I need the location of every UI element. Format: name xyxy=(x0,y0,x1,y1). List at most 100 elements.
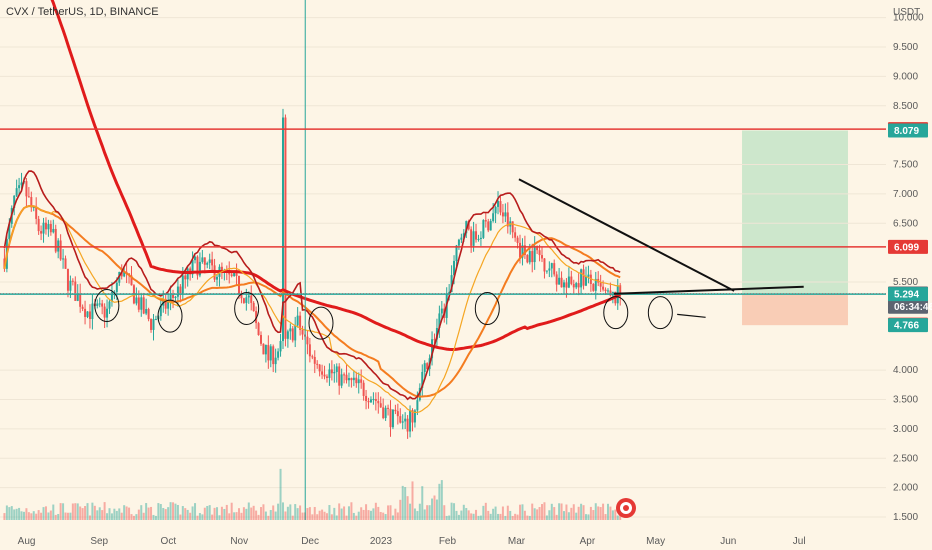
candle-body xyxy=(65,258,67,268)
candle-body xyxy=(551,263,553,268)
candle-body xyxy=(140,297,142,309)
volume-bar xyxy=(248,502,250,520)
volume-bar xyxy=(328,505,330,520)
candle-body xyxy=(519,243,521,258)
volume-bar xyxy=(133,516,135,520)
volume-bar xyxy=(355,516,357,520)
volume-bar xyxy=(165,509,167,520)
candle-body xyxy=(272,346,274,364)
volume-bar xyxy=(563,511,565,520)
candle-body xyxy=(116,283,118,292)
volume-bar xyxy=(433,496,435,520)
volume-bar xyxy=(189,513,191,520)
volume-bar xyxy=(612,510,614,520)
candle-body xyxy=(328,369,330,378)
volume-bar xyxy=(377,507,379,520)
volume-bar xyxy=(45,506,47,520)
volume-bar xyxy=(126,506,128,520)
candle-body xyxy=(365,396,367,401)
candle-body xyxy=(541,255,543,258)
volume-bar xyxy=(529,516,531,520)
candle-body xyxy=(492,213,494,221)
volume-bar xyxy=(414,508,416,520)
volume-bar xyxy=(111,513,113,520)
volume-bar xyxy=(109,508,111,520)
candle-body xyxy=(174,297,176,298)
volume-bar xyxy=(614,510,616,520)
candle-body xyxy=(548,268,550,270)
volume-bar xyxy=(94,506,96,520)
volume-bar xyxy=(583,505,585,520)
candle-body xyxy=(91,304,93,319)
candle-body xyxy=(343,374,345,375)
volume-bar xyxy=(477,516,479,520)
candle-body xyxy=(497,201,499,207)
target-zone[interactable] xyxy=(742,130,848,293)
candle-body xyxy=(297,316,299,326)
candle-body xyxy=(152,319,154,330)
stop-zone[interactable] xyxy=(742,293,848,325)
candle-body xyxy=(370,399,372,402)
volume-bar xyxy=(294,504,296,520)
volume-bar xyxy=(150,507,152,520)
candle-body xyxy=(397,411,399,416)
candle-body xyxy=(575,283,577,287)
volume-bar xyxy=(233,512,235,520)
volume-bar xyxy=(321,510,323,520)
volume-bar xyxy=(194,503,196,520)
candle-body xyxy=(314,357,316,364)
volume-bar xyxy=(416,511,418,520)
volume-bar xyxy=(556,515,558,520)
volume-bar xyxy=(177,505,179,520)
volume-bar xyxy=(116,511,118,520)
volume-bar xyxy=(138,510,140,520)
volume-bar xyxy=(470,513,472,520)
candle-body xyxy=(333,372,335,373)
volume-bar xyxy=(52,505,54,520)
volume-bar xyxy=(218,515,220,520)
volume-bar xyxy=(50,511,52,520)
volume-bar xyxy=(123,505,125,520)
candle-body xyxy=(206,263,208,265)
candle-body xyxy=(79,294,81,307)
candle-body xyxy=(517,238,519,243)
candle-body xyxy=(204,257,206,264)
candle-body xyxy=(302,330,304,335)
candle-body xyxy=(38,219,40,231)
candle-body xyxy=(231,274,233,276)
volume-bar xyxy=(346,516,348,520)
volume-bar xyxy=(67,513,69,520)
candle-body xyxy=(143,297,145,313)
volume-bar xyxy=(331,514,333,520)
candle-body xyxy=(363,383,365,396)
volume-bar xyxy=(526,516,528,520)
candle-body xyxy=(526,255,528,262)
candle-body xyxy=(216,277,218,280)
candle-body xyxy=(101,303,103,306)
volume-bar xyxy=(333,508,335,520)
candle-body xyxy=(292,328,294,340)
y-tick-label: 1.500 xyxy=(893,512,918,523)
volume-bar xyxy=(534,508,536,520)
volume-bar xyxy=(392,515,394,520)
candle-body xyxy=(578,283,580,287)
candle-body xyxy=(338,366,340,385)
candle-body xyxy=(289,328,291,331)
volume-bar xyxy=(341,509,343,520)
candle-body xyxy=(253,303,255,311)
volume-bar xyxy=(201,514,203,520)
volume-bar xyxy=(199,513,201,520)
candle-body xyxy=(67,269,69,291)
candle-body xyxy=(377,401,379,403)
volume-bar xyxy=(595,503,597,520)
volume-bar xyxy=(465,508,467,520)
volume-bar xyxy=(35,514,37,520)
candle-body xyxy=(150,319,152,330)
candle-body xyxy=(336,366,338,372)
x-tick-label: Apr xyxy=(580,536,596,547)
candle-body xyxy=(399,416,401,422)
candle-body xyxy=(52,229,54,232)
volume-bar xyxy=(206,506,208,520)
